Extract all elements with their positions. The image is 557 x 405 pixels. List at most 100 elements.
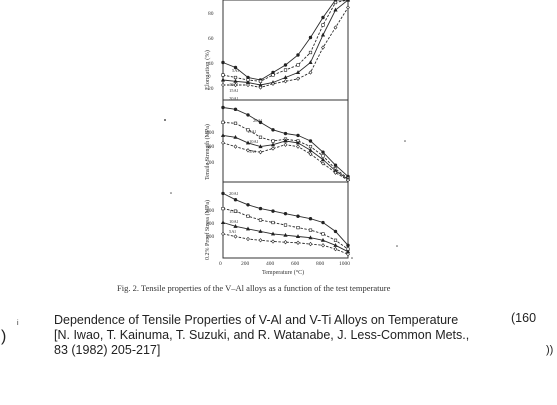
scan-noise-dot — [396, 245, 398, 247]
data-point-5al — [346, 252, 350, 257]
data-point-10al — [295, 140, 301, 145]
elongation-ylabel: Elongation (%) — [204, 50, 211, 90]
proof-stress-panel-frame — [222, 181, 349, 259]
x-tick-200: 200 — [241, 261, 250, 267]
data-point-10al — [233, 75, 238, 80]
data-point-10al — [220, 133, 226, 137]
data-point-5al — [308, 151, 313, 157]
tensile-strength-ylabel: Tensile Strength (MPa) — [204, 124, 211, 180]
series-line-15al — [222, 121, 349, 179]
data-point-20al — [271, 81, 275, 86]
series-line-20al — [222, 192, 349, 246]
data-point-20al — [346, 243, 350, 248]
x-tick-800: 800 — [316, 261, 325, 267]
data-point-5al — [258, 150, 263, 155]
data-point-5al — [296, 144, 300, 149]
data-point-15al — [283, 223, 288, 227]
data-point-20al — [258, 120, 263, 125]
data-point-10al — [245, 140, 251, 145]
proof-stress-panel: 0.2% Proof Stress (MPa) 400 300 200 20Al… — [204, 181, 351, 260]
data-point-20al — [233, 198, 238, 202]
data-point-15al — [345, 0, 351, 2]
citation-title: Dependence of Tensile Properties of V-Al… — [54, 313, 459, 327]
scan-noise-dot — [351, 257, 353, 259]
data-point-20al — [283, 79, 288, 84]
data-point-5al — [246, 148, 250, 153]
data-point-10al — [308, 235, 313, 240]
data-point-10al — [308, 147, 313, 152]
temperature-x-axis: 0 200 400 600 800 1000 Temperature (°C) — [219, 261, 350, 276]
data-point-10al — [320, 237, 326, 242]
data-point-20al — [308, 70, 313, 75]
elongation-label-15al: 15Al — [229, 88, 239, 93]
data-point-10al — [333, 243, 338, 247]
series-line-5al — [222, 0, 348, 81]
x-tick-600: 600 — [291, 261, 300, 267]
proof-stress-ylabel: 0.2% Proof Stress (MPa) — [204, 200, 211, 260]
tensile-label-5al: 5Al — [249, 149, 256, 154]
data-point-15al — [246, 214, 250, 218]
data-point-20al — [333, 163, 338, 167]
data-point-5al — [221, 231, 225, 237]
data-point-5al — [296, 240, 300, 245]
data-point-10al — [295, 234, 301, 238]
data-point-5al — [258, 238, 263, 243]
proof-ytick-400: 400 — [206, 208, 215, 214]
series-line-5al — [222, 233, 349, 255]
data-point-20al — [346, 5, 350, 10]
left-edge-mark: i — [17, 320, 19, 327]
data-point-20al — [296, 214, 300, 218]
data-point-10al — [283, 138, 288, 143]
data-point-20al — [296, 133, 300, 138]
data-point-20al — [258, 85, 263, 90]
data-point-20al — [258, 206, 263, 211]
data-point-15al — [258, 218, 263, 222]
data-point-15al — [333, 238, 338, 242]
elongation-ytick-20: 20 — [208, 86, 214, 92]
tensile-ytick-200: 200 — [206, 160, 215, 166]
data-point-10al — [258, 229, 263, 233]
data-point-15al — [246, 128, 250, 132]
data-point-20al — [333, 229, 338, 234]
data-point-15al — [233, 121, 238, 125]
data-point-20al — [221, 82, 225, 88]
data-point-15al — [295, 70, 301, 74]
elongation-ytick-40: 40 — [208, 61, 214, 67]
data-point-5al — [233, 65, 238, 70]
data-point-10al — [233, 134, 238, 139]
data-point-5al — [246, 236, 250, 242]
data-point-15al — [233, 78, 238, 83]
proof-label-10al: 10Al — [229, 219, 239, 224]
data-point-20al — [271, 209, 275, 213]
scan-noise-dot — [164, 119, 166, 121]
data-point-5al — [321, 15, 325, 20]
series-line-20al — [223, 7, 349, 88]
data-point-5al — [333, 170, 338, 175]
data-point-15al — [333, 7, 338, 12]
data-point-20al — [321, 220, 325, 225]
scan-noise-dot — [170, 192, 172, 194]
proof-label-20al: 20Al — [229, 191, 239, 196]
data-point-15al — [233, 209, 238, 213]
proof-label-5al: 5Al — [229, 229, 236, 234]
proof-label-15al: 15Al — [229, 209, 239, 214]
scan-noise-dot — [404, 140, 406, 142]
left-edge-paren: ) — [1, 328, 7, 345]
x-axis-label: Temperature (°C) — [262, 269, 304, 276]
data-point-20al — [283, 211, 288, 216]
data-point-10al — [283, 68, 288, 72]
data-point-10al — [333, 0, 338, 5]
citation-block: Dependence of Tensile Properties of V-Al… — [54, 313, 504, 358]
elongation-ytick-80: 80 — [208, 11, 214, 17]
series-line-5al — [222, 142, 349, 181]
data-point-10al — [321, 23, 325, 27]
data-point-15al — [283, 75, 288, 79]
data-point-10al — [296, 63, 300, 67]
data-point-15al — [271, 220, 275, 225]
data-point-15al — [321, 232, 325, 236]
data-point-20al — [321, 45, 325, 50]
x-tick-1000: 1000 — [339, 261, 350, 267]
data-point-20al — [246, 203, 250, 207]
x-tick-400: 400 — [266, 261, 275, 267]
